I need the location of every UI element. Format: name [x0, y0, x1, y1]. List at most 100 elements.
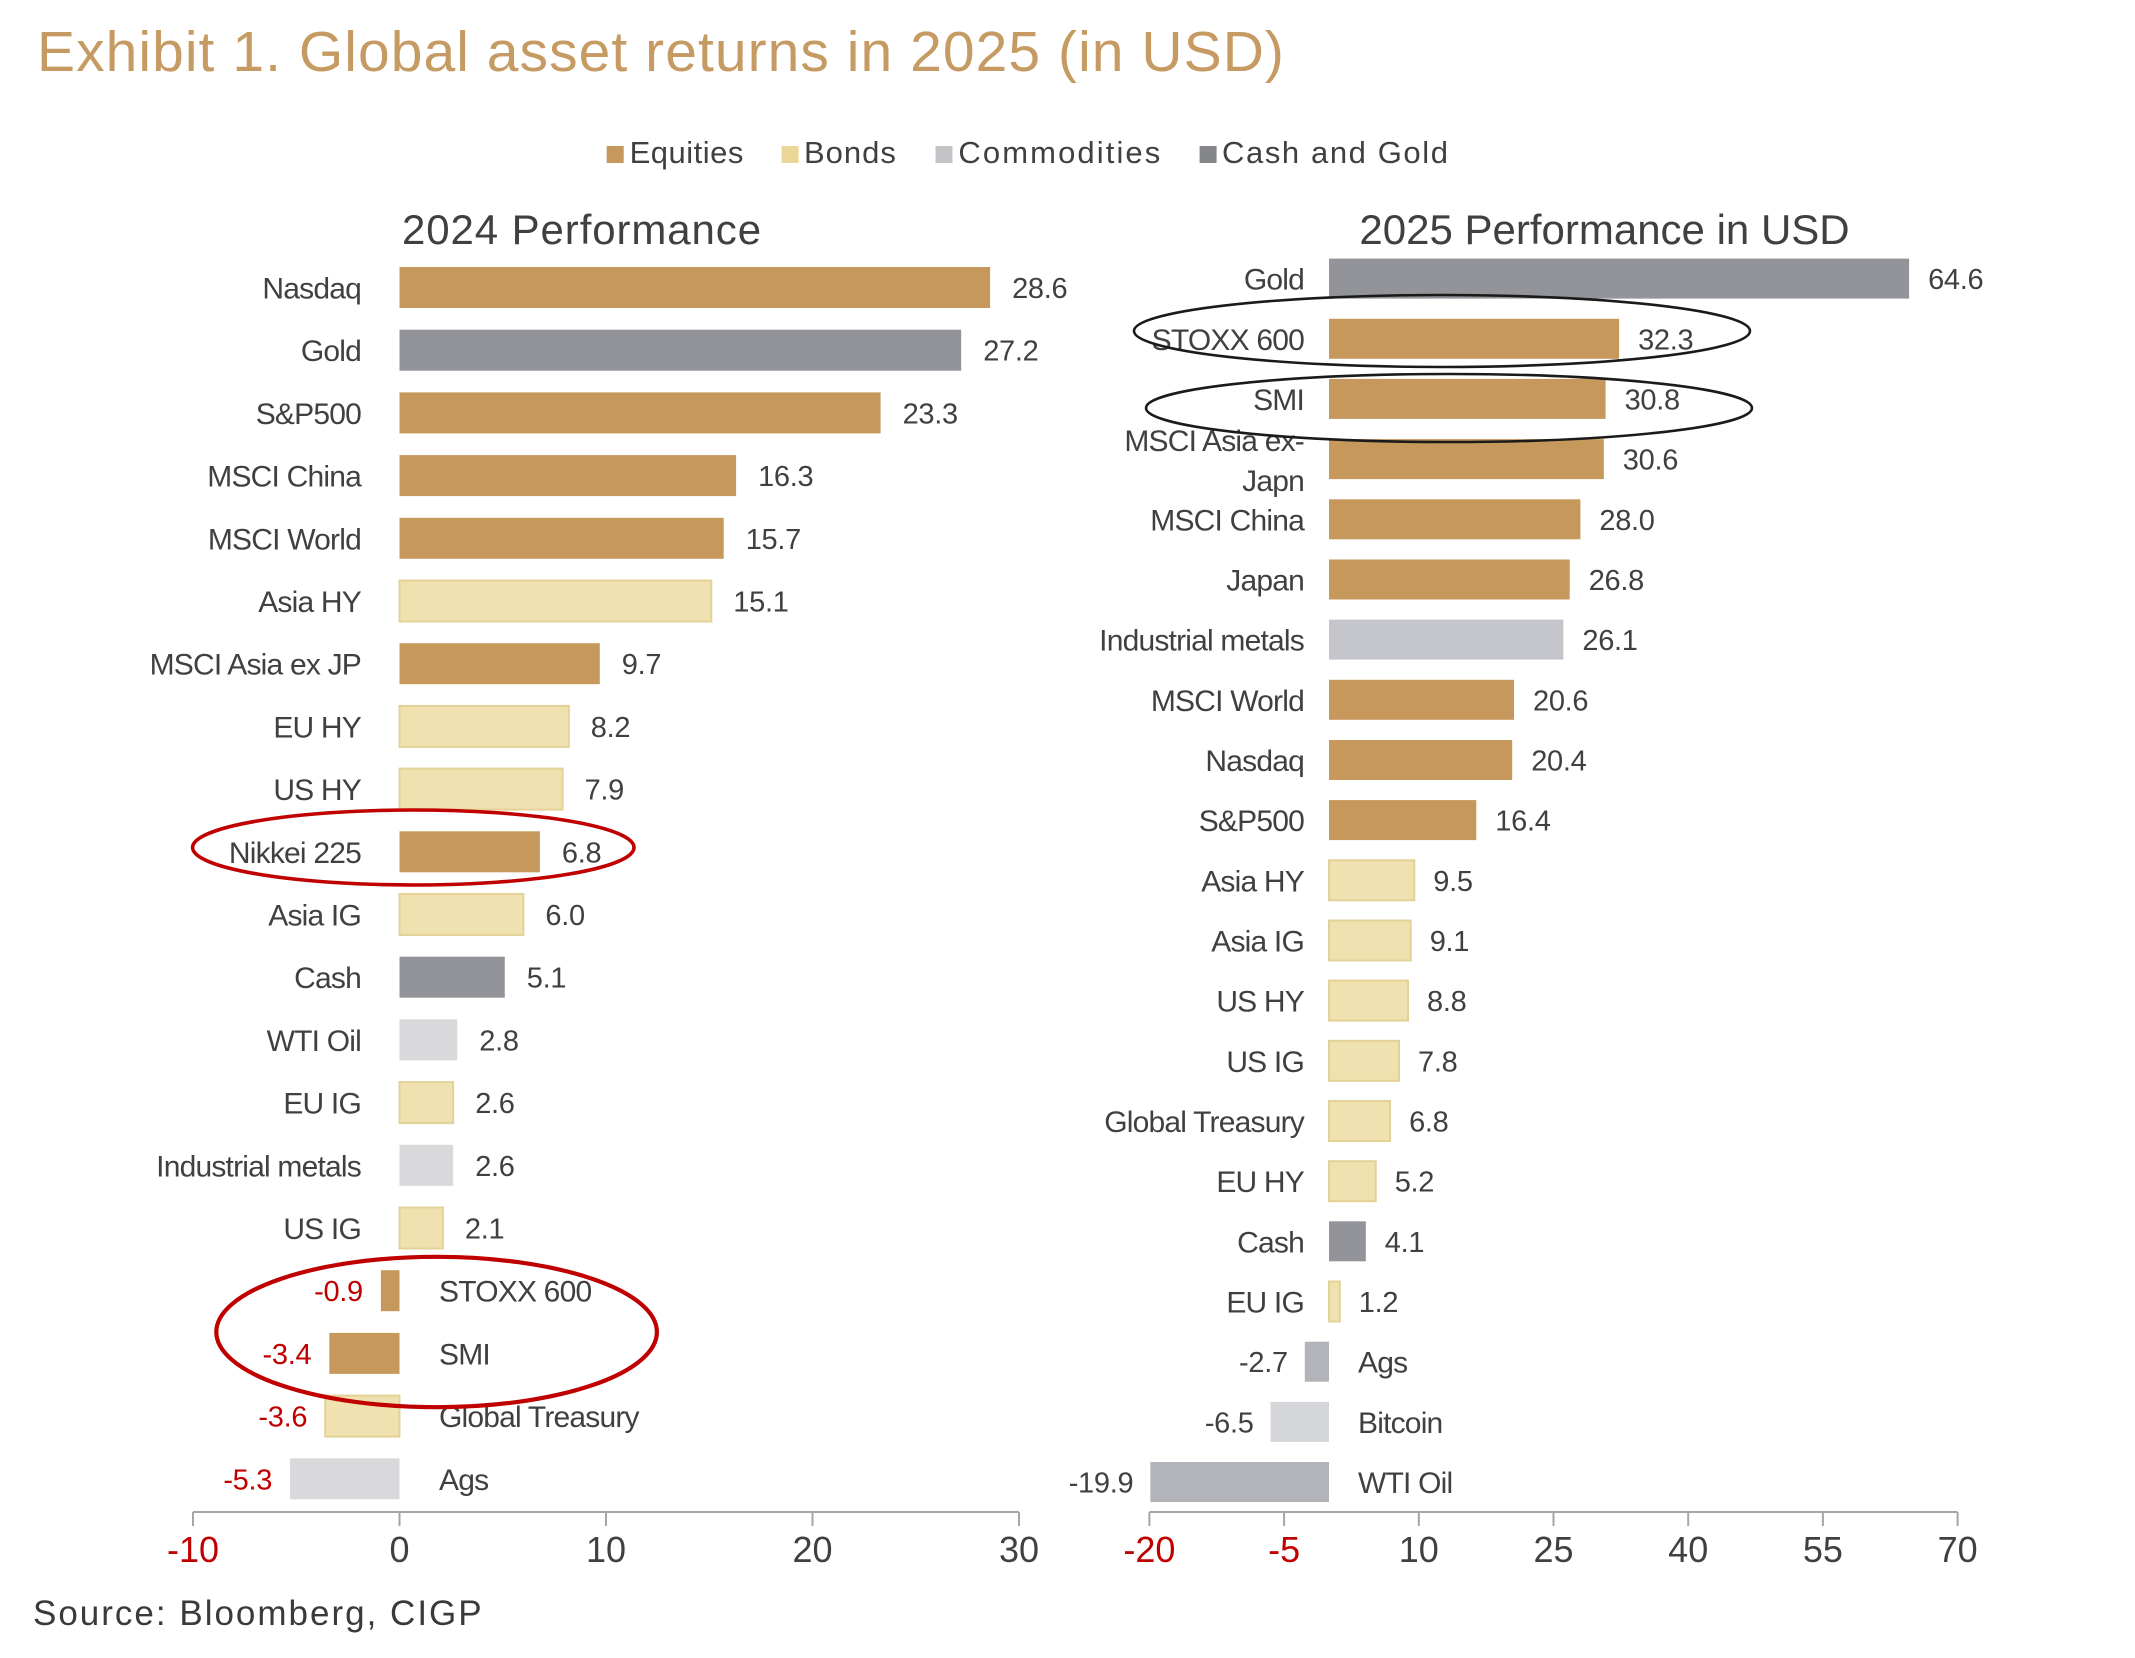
svg-text:EU HY: EU HY [273, 711, 361, 744]
svg-text:4.1: 4.1 [1385, 1227, 1424, 1259]
svg-text:5.2: 5.2 [1395, 1167, 1434, 1199]
svg-text:Asia HY: Asia HY [258, 586, 362, 619]
svg-text:Cash: Cash [1237, 1226, 1304, 1259]
svg-text:-6.5: -6.5 [1205, 1407, 1254, 1439]
svg-text:WTI Oil: WTI Oil [1358, 1467, 1452, 1500]
svg-text:Global Treasury: Global Treasury [1104, 1106, 1305, 1139]
svg-text:-5: -5 [1268, 1529, 1300, 1570]
svg-text:27.2: 27.2 [983, 336, 1038, 368]
svg-text:SMI: SMI [439, 1338, 490, 1371]
svg-text:8.8: 8.8 [1427, 986, 1466, 1018]
svg-text:2024 Performance: 2024 Performance [402, 206, 762, 253]
svg-text:2.6: 2.6 [475, 1151, 514, 1183]
svg-text:9.7: 9.7 [622, 649, 661, 681]
svg-text:7.8: 7.8 [1418, 1046, 1457, 1078]
svg-text:7.9: 7.9 [585, 775, 624, 807]
svg-text:9.1: 9.1 [1430, 926, 1469, 958]
svg-text:STOXX 600: STOXX 600 [1152, 324, 1304, 357]
svg-text:Nikkei 225: Nikkei 225 [229, 837, 361, 870]
svg-text:Commodities: Commodities [958, 135, 1162, 170]
svg-text:Japn: Japn [1242, 465, 1304, 498]
svg-text:26.1: 26.1 [1582, 625, 1637, 657]
svg-text:MSCI Asia ex JP: MSCI Asia ex JP [150, 649, 361, 682]
svg-text:Exhibit 1. Global asset return: Exhibit 1. Global asset returns in 2025 … [37, 20, 1285, 84]
svg-text:28.6: 28.6 [1012, 273, 1067, 305]
svg-text:25: 25 [1533, 1529, 1573, 1570]
svg-text:MSCI World: MSCI World [208, 523, 361, 556]
svg-text:EU HY: EU HY [1216, 1166, 1304, 1199]
svg-text:S&P500: S&P500 [256, 398, 361, 431]
svg-text:Asia HY: Asia HY [1201, 865, 1305, 898]
svg-text:Industrial metals: Industrial metals [1099, 625, 1304, 658]
svg-text:20: 20 [792, 1529, 832, 1570]
svg-text:Nasdaq: Nasdaq [1205, 745, 1304, 778]
svg-text:Japan: Japan [1226, 565, 1304, 598]
svg-text:6.8: 6.8 [562, 837, 601, 869]
svg-text:WTI Oil: WTI Oil [267, 1025, 361, 1058]
svg-text:-20: -20 [1123, 1529, 1175, 1570]
svg-text:2025 Performance in USD: 2025 Performance in USD [1359, 206, 1849, 253]
svg-text:20.6: 20.6 [1533, 685, 1588, 717]
svg-text:8.2: 8.2 [591, 712, 630, 744]
svg-text:40: 40 [1668, 1529, 1708, 1570]
svg-text:16.4: 16.4 [1495, 806, 1550, 838]
svg-text:32.3: 32.3 [1638, 324, 1693, 356]
svg-text:26.8: 26.8 [1589, 565, 1644, 597]
svg-text:6.0: 6.0 [545, 900, 584, 932]
svg-text:10: 10 [1399, 1529, 1439, 1570]
svg-text:2.6: 2.6 [475, 1088, 514, 1120]
svg-text:Nasdaq: Nasdaq [262, 273, 361, 306]
svg-text:-3.6: -3.6 [258, 1402, 307, 1434]
svg-text:64.6: 64.6 [1928, 264, 1983, 296]
svg-text:6.8: 6.8 [1409, 1107, 1448, 1139]
svg-text:30.8: 30.8 [1625, 384, 1680, 416]
svg-text:28.0: 28.0 [1599, 505, 1654, 537]
svg-text:Cash: Cash [294, 962, 361, 995]
svg-text:MSCI World: MSCI World [1151, 685, 1304, 718]
svg-text:S&P500: S&P500 [1199, 805, 1304, 838]
svg-text:-2.7: -2.7 [1239, 1347, 1288, 1379]
svg-text:-0.9: -0.9 [314, 1276, 363, 1308]
svg-text:Equities: Equities [630, 135, 744, 170]
svg-text:20.4: 20.4 [1531, 746, 1586, 778]
svg-text:MSCI China: MSCI China [207, 461, 362, 494]
svg-text:0: 0 [389, 1529, 409, 1570]
svg-text:2.8: 2.8 [479, 1025, 518, 1057]
svg-text:70: 70 [1938, 1529, 1978, 1570]
svg-text:10: 10 [586, 1529, 626, 1570]
svg-text:30.6: 30.6 [1623, 445, 1678, 477]
svg-text:Ags: Ags [439, 1464, 488, 1497]
svg-text:15.7: 15.7 [746, 524, 801, 556]
svg-text:MSCI China: MSCI China [1150, 504, 1305, 537]
svg-text:US IG: US IG [283, 1213, 361, 1246]
svg-text:Cash and Gold: Cash and Gold [1222, 135, 1450, 170]
svg-text:US IG: US IG [1226, 1046, 1304, 1079]
svg-text:Asia IG: Asia IG [1211, 926, 1304, 959]
svg-text:EU IG: EU IG [1226, 1287, 1304, 1320]
svg-text:Gold: Gold [301, 335, 361, 368]
svg-text:16.3: 16.3 [758, 461, 813, 493]
svg-text:Ags: Ags [1358, 1347, 1407, 1380]
svg-text:-19.9: -19.9 [1069, 1468, 1134, 1500]
svg-text:US HY: US HY [273, 774, 361, 807]
svg-text:5.1: 5.1 [527, 963, 566, 995]
svg-text:-10: -10 [167, 1529, 219, 1570]
svg-text:Bonds: Bonds [804, 135, 897, 170]
svg-text:9.5: 9.5 [1433, 866, 1472, 898]
svg-text:Bitcoin: Bitcoin [1358, 1407, 1442, 1440]
svg-text:1.2: 1.2 [1359, 1287, 1398, 1319]
svg-text:55: 55 [1803, 1529, 1843, 1570]
svg-text:Source: Bloomberg, CIGP: Source: Bloomberg, CIGP [33, 1594, 484, 1633]
svg-text:-5.3: -5.3 [223, 1464, 272, 1496]
svg-text:EU IG: EU IG [283, 1088, 361, 1121]
svg-text:15.1: 15.1 [733, 587, 788, 619]
svg-text:23.3: 23.3 [903, 398, 958, 430]
svg-text:2.1: 2.1 [465, 1214, 504, 1246]
svg-text:STOXX 600: STOXX 600 [439, 1276, 591, 1309]
svg-text:-3.4: -3.4 [263, 1339, 312, 1371]
svg-text:Industrial metals: Industrial metals [156, 1150, 361, 1183]
svg-text:30: 30 [999, 1529, 1039, 1570]
svg-text:SMI: SMI [1253, 384, 1304, 417]
svg-text:US HY: US HY [1216, 986, 1304, 1019]
svg-text:Asia IG: Asia IG [268, 900, 361, 933]
